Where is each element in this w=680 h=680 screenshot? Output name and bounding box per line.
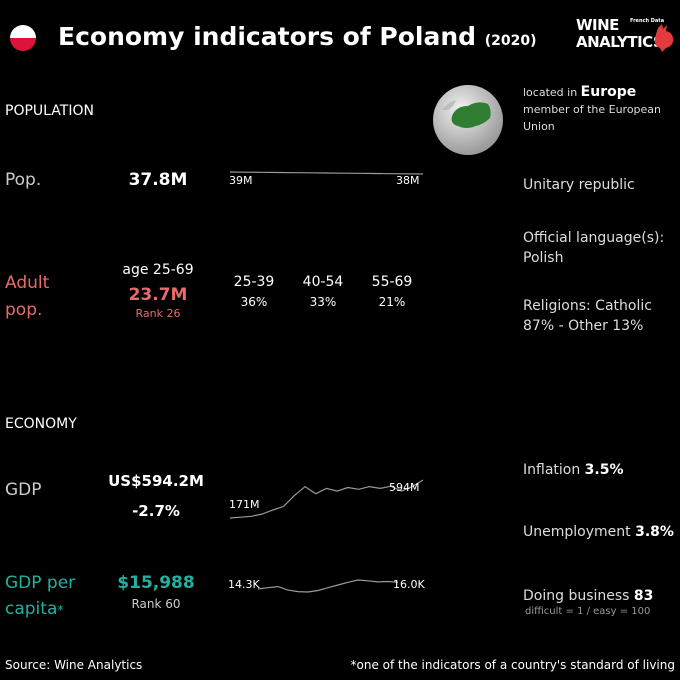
adult-label-line2: pop. — [5, 300, 43, 320]
continent: Europe — [580, 84, 637, 100]
globe-icon — [433, 85, 503, 155]
religion-info: Religions: Catholic 87% - Other 13% — [523, 296, 652, 336]
pop-sparkline — [229, 171, 424, 175]
adult-pop-label: Adult pop. — [5, 270, 49, 324]
page-title: Economy indicators of Poland (2020) — [58, 22, 537, 51]
gdp-sparkline-line — [229, 479, 424, 519]
language-label: Official language(s): — [523, 230, 665, 246]
adult-value: 23.7M — [128, 285, 188, 305]
age-group-2-pct: 33% — [309, 295, 337, 309]
adult-rank: Rank 26 — [135, 307, 181, 320]
pop-label: Pop. — [5, 170, 42, 190]
doing-business-info: Doing business 83 — [523, 586, 653, 606]
government-type: Unitary republic — [523, 177, 635, 193]
gdppc-sparkline-line — [257, 579, 399, 593]
title-year: (2020) — [484, 33, 537, 49]
religion-line2: 87% - Other 13% — [523, 318, 644, 334]
doing-business-note: difficult = 1 / easy = 100 — [525, 606, 651, 617]
logo-line-2: ANALYTICS — [576, 33, 664, 51]
gdppc-label: GDP per capita* — [5, 570, 75, 623]
unemployment-value: 3.8% — [635, 524, 674, 540]
economy-section-title: ECONOMY — [5, 416, 77, 432]
poland-flag-icon — [10, 25, 36, 51]
inflation-info: Inflation 3.5% — [523, 460, 624, 480]
logo-small-text: French Data — [630, 18, 665, 24]
pop-value: 37.8M — [128, 170, 188, 190]
doing-business-value: 83 — [633, 588, 654, 604]
gdp-spark-start: 171M — [229, 498, 260, 511]
pop-sparkline-line — [229, 171, 424, 175]
age-group-1-range: 25-39 — [233, 274, 275, 290]
language-info: Official language(s): Polish — [523, 228, 664, 268]
gdppc-spark-start: 14.3K — [228, 578, 260, 591]
gdppc-asterisk: * — [57, 603, 64, 617]
footnote: *one of the indicators of a country's st… — [350, 658, 675, 672]
located-prefix: located in — [523, 86, 578, 99]
flag-red-stripe — [10, 38, 36, 51]
eu-membership: member of the European Union — [523, 103, 662, 133]
gdppc-label-line2: capita — [5, 599, 58, 619]
title-text: Economy indicators of Poland — [58, 22, 477, 51]
doing-business-label: Doing business — [523, 588, 630, 604]
population-section-title: POPULATION — [5, 103, 94, 119]
wine-analytics-logo: WINE French Data ANALYTICS — [576, 16, 676, 56]
gdp-label: GDP — [5, 480, 42, 500]
gdppc-value: $15,988 — [117, 573, 195, 593]
location-info: located in Europe member of the European… — [523, 84, 673, 135]
gdp-growth: -2.7% — [132, 502, 180, 520]
logo-line-1: WINE — [576, 16, 619, 34]
age-group-3-pct: 21% — [378, 295, 406, 309]
unemployment-label: Unemployment — [523, 524, 631, 540]
pop-spark-end: 38M — [396, 174, 420, 187]
age-group-3-range: 55-69 — [371, 274, 413, 290]
inflation-label: Inflation — [523, 462, 581, 478]
pop-spark-start: 39M — [229, 174, 253, 187]
religion-line1: Religions: Catholic — [523, 298, 652, 314]
age-range: age 25-69 — [122, 262, 194, 278]
age-group-1-pct: 36% — [240, 295, 268, 309]
gdppc-rank: Rank 60 — [131, 597, 181, 611]
adult-label-line1: Adult — [5, 273, 50, 293]
language-value: Polish — [523, 250, 564, 266]
age-group-2-range: 40-54 — [302, 274, 344, 290]
rooster-icon — [654, 24, 674, 52]
gdppc-sparkline — [257, 579, 399, 593]
gdp-value: US$594.2M — [108, 472, 204, 490]
inflation-value: 3.5% — [584, 462, 624, 478]
gdppc-spark-end: 16.0K — [393, 578, 425, 591]
gdp-sparkline — [229, 479, 424, 519]
source-note: Source: Wine Analytics — [5, 658, 143, 672]
unemployment-info: Unemployment 3.8% — [523, 522, 674, 542]
gdppc-label-line1: GDP per — [5, 573, 76, 593]
gdp-spark-end: 594M — [389, 481, 420, 494]
flag-white-stripe — [10, 25, 36, 38]
